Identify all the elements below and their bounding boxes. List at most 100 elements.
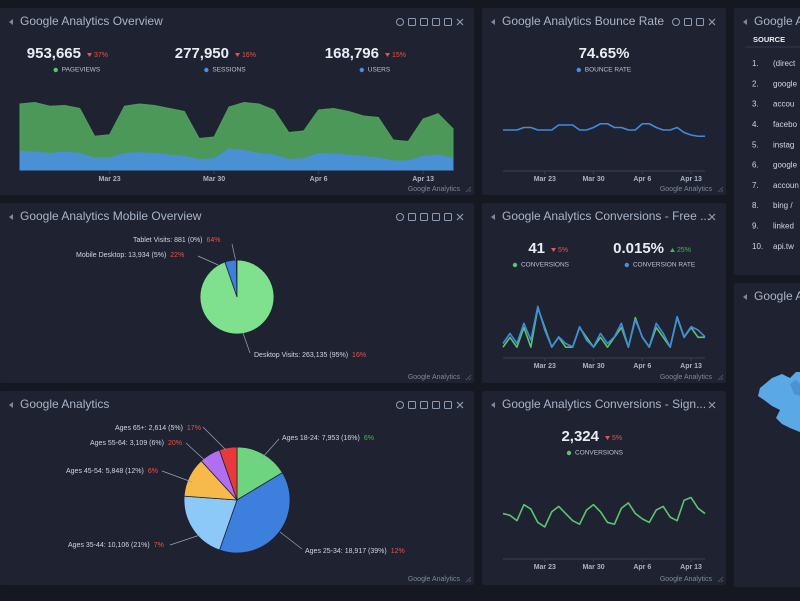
x-tick-label: Apr 13 — [680, 363, 702, 370]
close-button[interactable] — [708, 213, 716, 221]
panel-overview: Google Analytics Overview Google Analytic… — [0, 8, 474, 195]
pie-slice — [199, 259, 275, 335]
drag-handle[interactable] — [9, 214, 13, 220]
x-tick-label: Apr 6 — [633, 176, 651, 183]
legend-dot — [204, 67, 209, 73]
resize-grip[interactable] — [465, 186, 472, 193]
resize-grip[interactable] — [465, 576, 472, 583]
slice-label: Ages 55-64: 3,109 (6%) 20% — [90, 440, 182, 447]
row-source: google — [773, 79, 798, 88]
drag-handle[interactable] — [9, 19, 13, 25]
drag-handle[interactable] — [743, 294, 747, 300]
leader-line — [202, 426, 227, 451]
drag-handle[interactable] — [743, 19, 747, 25]
leader-line — [161, 470, 193, 483]
row-rank: 7. — [752, 181, 759, 190]
row-source: linked — [773, 222, 794, 231]
resize-grip[interactable] — [717, 576, 724, 583]
kpi-label: CONVERSION RATE — [633, 262, 696, 269]
legend-dot — [359, 67, 364, 73]
slice-label-text: Mobile Desktop: 13,934 (5%) — [76, 252, 166, 259]
row-source: (direct — [773, 59, 796, 68]
leader-line — [169, 534, 201, 546]
panel-footer: Google Analytics — [408, 576, 461, 583]
panel-action-icon[interactable] — [408, 213, 416, 221]
close-button[interactable] — [708, 18, 716, 26]
kpi-label: USERS — [368, 67, 391, 74]
x-tick-label: Mar 30 — [203, 176, 225, 183]
slice-label-text: Desktop Visits: 263,135 (95%) — [254, 352, 348, 359]
pie-slice — [219, 472, 291, 554]
slice-change: 6% — [148, 468, 158, 475]
trend-arrow — [670, 248, 675, 252]
kpi-change: 16% — [242, 52, 256, 59]
close-button[interactable] — [708, 401, 716, 409]
panel-title: Google Analytics Conversions - Free ... — [502, 209, 710, 223]
leader-line — [242, 332, 251, 354]
x-tick-label: Apr 13 — [680, 176, 702, 183]
slice-label: Ages 65+: 2,614 (5%) 17% — [115, 425, 201, 432]
row-rank: 9. — [752, 222, 759, 231]
panel-action-icon[interactable] — [420, 213, 428, 221]
panel-action-icon[interactable] — [408, 18, 416, 26]
row-source: google — [773, 161, 798, 170]
drag-handle[interactable] — [491, 214, 495, 220]
slice-label-text: Ages 35-44: 10,106 (21%) — [68, 542, 150, 549]
row-rank: 10. — [752, 242, 763, 251]
kpi-value: 277,950 — [175, 45, 229, 62]
drag-handle[interactable] — [491, 402, 495, 408]
panel-action-icon[interactable] — [696, 18, 704, 26]
row-rank: 8. — [752, 201, 759, 210]
row-source: accou — [773, 100, 794, 109]
panel-action-icon[interactable] — [396, 213, 404, 221]
panel-action-icon[interactable] — [432, 213, 440, 221]
panel-action-icon[interactable] — [444, 18, 452, 26]
close-button[interactable] — [456, 401, 464, 409]
panel-action-icon[interactable] — [420, 401, 428, 409]
panel-action-icon[interactable] — [444, 213, 452, 221]
panel-conversions-free: Google Analytics Conversions - Free ... G… — [482, 203, 726, 383]
slice-label-text: Ages 45-54: 5,848 (12%) — [66, 468, 144, 475]
map-region — [758, 372, 800, 432]
line-series — [503, 122, 705, 138]
panel-title: Google A — [754, 289, 800, 303]
resize-grip[interactable] — [717, 186, 724, 193]
x-tick-label: Mar 23 — [534, 363, 556, 370]
panel-action-icon[interactable] — [396, 18, 404, 26]
close-button[interactable] — [456, 18, 464, 26]
panel-action-icon[interactable] — [432, 18, 440, 26]
panel-map: Google A — [734, 283, 800, 587]
panel-action-icon[interactable] — [408, 401, 416, 409]
panel-action-icon[interactable] — [396, 401, 404, 409]
x-tick-label: Mar 30 — [582, 564, 604, 571]
kpi-change: 15% — [392, 52, 406, 59]
close-button[interactable] — [456, 213, 464, 221]
kpi-value: 168,796 — [325, 45, 379, 62]
drag-handle[interactable] — [491, 19, 495, 25]
slice-label: Desktop Visits: 263,135 (95%) 16% — [254, 352, 366, 359]
drag-handle[interactable] — [9, 402, 13, 408]
kpi-change: 5% — [612, 435, 622, 442]
slice-label-text: Ages 18-24: 7,953 (16%) — [282, 435, 360, 442]
row-rank: 6. — [752, 161, 759, 170]
slice-label: Ages 18-24: 7,953 (16%) 6% — [282, 435, 374, 442]
row-rank: 5. — [752, 140, 759, 149]
panel-title: Google Analytics Mobile Overview — [20, 209, 202, 223]
kpi-value: 953,665 — [27, 45, 81, 62]
legend-dot — [566, 450, 572, 456]
panel-background — [734, 283, 800, 587]
kpi-value: 0.015% — [613, 240, 664, 257]
panel-action-icon[interactable] — [444, 401, 452, 409]
panel-action-icon[interactable] — [672, 18, 680, 26]
kpi-change: 25% — [677, 247, 691, 254]
panel-action-icon[interactable] — [420, 18, 428, 26]
panel-action-icon[interactable] — [684, 18, 692, 26]
panel-top-sources: Google A SOURCE 1. (direct 2. google 3. accou 4.… — [734, 8, 800, 275]
panel-action-icon[interactable] — [432, 401, 440, 409]
leader-line — [231, 243, 237, 263]
resize-grip[interactable] — [717, 374, 724, 381]
resize-grip[interactable] — [465, 374, 472, 381]
panel-conversions-signup: Google Analytics Conversions - Sign... Go… — [482, 391, 726, 585]
panel-background — [482, 391, 726, 585]
slice-change: 17% — [187, 425, 201, 432]
